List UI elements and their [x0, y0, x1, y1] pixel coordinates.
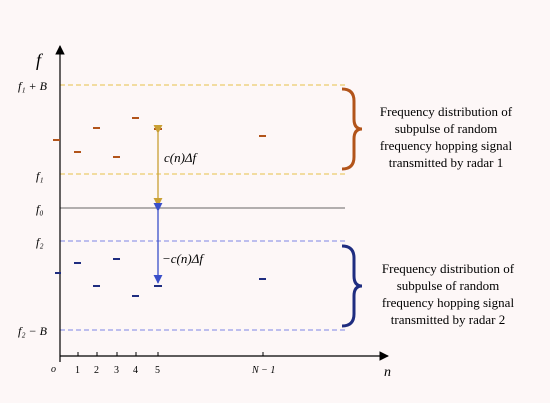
x-axis-label: n: [384, 365, 391, 380]
x-tick-label: 5: [155, 365, 160, 376]
radar1-description: Frequency distribution of subpulse of ra…: [364, 103, 528, 171]
f2-label: f₂: [36, 235, 44, 249]
radar1-brace: [341, 87, 363, 171]
radar2-description: Frequency distribution of subpulse of ra…: [366, 260, 530, 328]
x-tick-label: 2: [94, 365, 99, 376]
f1-plus-b-label: f₁ + B: [18, 79, 48, 93]
radar2-description-line: subpulse of random: [396, 278, 500, 293]
lower-offset-label: −c(n)Δf: [162, 251, 205, 266]
radar2-description-line: Frequency distribution of: [381, 261, 515, 276]
upper-offset-label: c(n)Δf: [164, 150, 199, 165]
radar2-brace: [341, 244, 363, 328]
radar1-description-line: Frequency distribution of: [379, 104, 513, 119]
x-ticks: [77, 352, 264, 356]
x-tick-label: 3: [114, 365, 119, 376]
radar1-subpulses: [53, 117, 266, 158]
y-axis-label: f: [36, 50, 44, 70]
radar1-description-line: frequency hopping signal: [379, 138, 513, 153]
x-tick-label: N − 1: [251, 365, 275, 376]
radar1-description-line: subpulse of random: [394, 121, 498, 136]
x-tick-label: 4: [133, 365, 138, 376]
origin-label: o: [51, 364, 56, 375]
f2-minus-b-label: f₂ − B: [18, 324, 48, 338]
f1-label: f₁: [36, 169, 44, 183]
radar1-description-line: transmitted by radar 1: [388, 155, 504, 170]
radar2-description-line: frequency hopping signal: [381, 295, 515, 310]
x-tick-label: 1: [75, 365, 80, 376]
radar2-description-line: transmitted by radar 2: [390, 312, 506, 327]
f0-label: f₀: [36, 202, 44, 216]
radar2-subpulses: [55, 258, 266, 297]
